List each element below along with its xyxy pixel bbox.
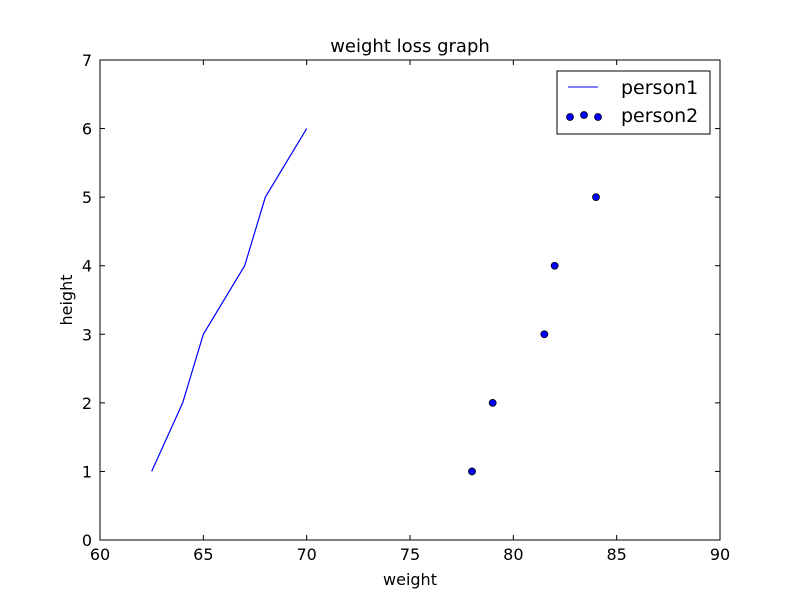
y-tick-label: 4 (82, 257, 92, 276)
legend-person2-marker-swatch (566, 111, 602, 121)
legend-box (556, 70, 711, 135)
y-tick-label: 2 (82, 394, 92, 413)
scatter-point-person2 (592, 193, 600, 202)
scatter-point-person2 (468, 467, 476, 476)
x-tick-label: 85 (606, 545, 626, 564)
legend-marker-person2 (580, 111, 588, 119)
legend-marker-person2 (594, 113, 602, 121)
plot-frame (99, 59, 721, 541)
y-tick-label: 3 (82, 325, 92, 344)
scatter-point-person2 (540, 330, 549, 339)
x-axis-label: weight (383, 570, 437, 589)
y-tick-label: 7 (82, 51, 92, 70)
x-tick-label: 65 (193, 545, 213, 564)
y-tick-label: 0 (82, 531, 92, 550)
scatter-point-person2 (550, 261, 559, 270)
axis-ticks: 60 65 70 75 80 85 90 0 1 2 3 4 5 6 7 (82, 51, 730, 564)
x-tick-label: 90 (710, 545, 730, 564)
legend-label-person2: person2 (621, 105, 698, 127)
x-tick-label: 60 (90, 545, 110, 564)
x-tick-label: 70 (296, 545, 316, 564)
y-axis-label: height (57, 275, 76, 326)
series-line-person1 (151, 128, 308, 472)
x-tick-label: 80 (503, 545, 523, 564)
legend: person1 person2 (556, 70, 711, 135)
y-tick-label: 6 (82, 120, 92, 139)
legend-marker-person2 (566, 113, 574, 121)
y-tick-label: 5 (82, 188, 92, 207)
plot-series (151, 128, 600, 476)
scatter-point-person2 (488, 398, 497, 407)
x-tick-label: 75 (400, 545, 420, 564)
legend-label-person1: person1 (621, 77, 698, 99)
chart-title: weight loss graph (330, 36, 490, 57)
y-tick-label: 1 (82, 462, 92, 481)
